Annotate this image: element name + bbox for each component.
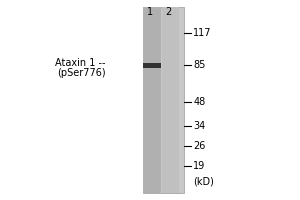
Text: 34: 34 (193, 121, 205, 131)
Bar (142, 7, 184, 193)
Bar (143, 7, 161, 193)
Text: 1: 1 (147, 7, 153, 17)
Bar (143, 63, 161, 68)
Text: Ataxin 1 --: Ataxin 1 -- (55, 58, 105, 68)
Bar (162, 7, 179, 193)
Text: 2: 2 (165, 7, 172, 17)
Text: (kD): (kD) (193, 177, 214, 187)
Text: 85: 85 (193, 60, 206, 70)
Text: 48: 48 (193, 97, 205, 107)
Text: 117: 117 (193, 28, 212, 38)
Text: (pSer776): (pSer776) (57, 68, 105, 78)
Text: 26: 26 (193, 141, 206, 151)
Text: 19: 19 (193, 161, 205, 171)
